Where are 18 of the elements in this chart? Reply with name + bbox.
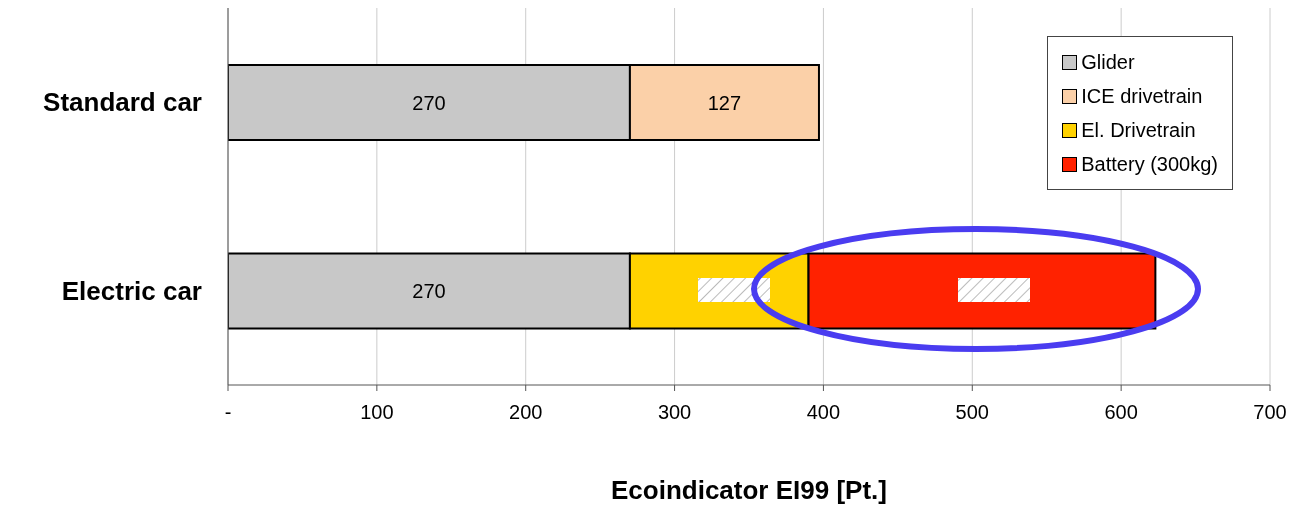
x-tick-label: 300 [657,401,692,424]
data-label: 270 [412,91,446,114]
legend-label: Battery (300kg) [1081,152,1218,176]
legend-label: Glider [1081,50,1135,74]
x-axis-title: Ecoindicator EI99 [Pt.] [611,475,887,505]
data-label: 127 [707,91,742,114]
x-tick-label: 700 [1253,401,1287,424]
data-label: 270 [412,280,446,302]
x-tick-label: 400 [806,401,841,424]
x-tick-label: 100 [360,401,394,424]
legend-label: El. Drivetrain [1081,118,1196,142]
x-tick-label: 500 [955,401,989,424]
y-tick-label: Standard car [43,87,202,118]
y-tick-label: Electric car [61,275,202,306]
legend-label: ICE drivetrain [1081,84,1203,108]
x-tick-label: 200 [509,401,543,424]
x-tick-label: - [224,401,232,424]
x-tick-label: 600 [1104,401,1138,424]
